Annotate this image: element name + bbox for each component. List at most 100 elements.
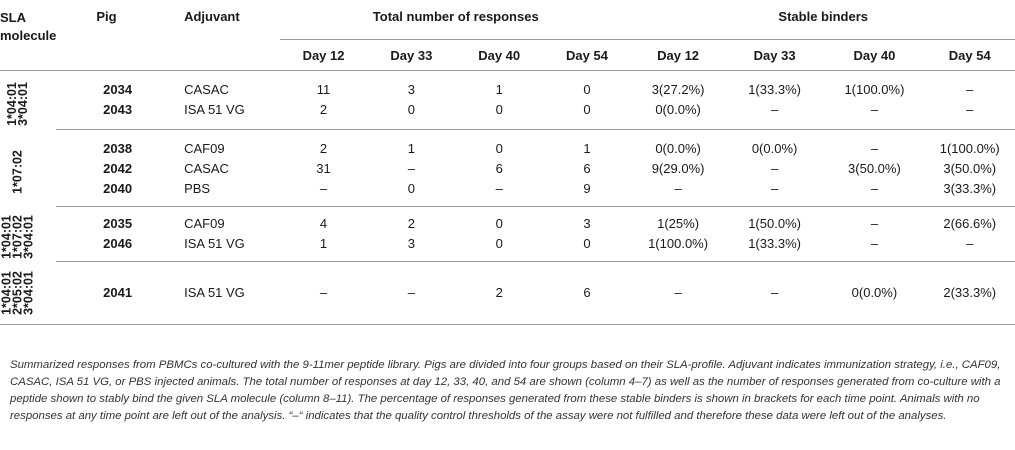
stable-binders-header: Stable binders [631,0,1015,40]
pig-id: 2041 [103,285,133,301]
stable-cell: 1(100.0%) [844,81,905,97]
total-cell: 31 [316,160,331,176]
stable-cell: 1(100.0%) [939,140,1000,156]
total-cell: 0 [407,180,415,196]
total-day-33-header: Day 33 [390,47,433,63]
pig-id: 2035 [103,215,133,231]
table-row: 2040 PBS – 0 – 9 – – – 3(33.3%) [0,178,1015,198]
spacer-row [0,71,1015,80]
stable-cell: – [870,101,879,117]
total-cell: 0 [407,101,415,117]
adjuvant: ISA 51 VG [184,285,245,301]
stable-cell: 0(0.0%) [751,140,798,156]
stable-cell: 0(0.0%) [655,101,701,117]
total-cell: 4 [319,215,328,231]
pig-id: 2038 [103,140,133,156]
group-divider [0,198,1015,207]
stable-cell: – [770,285,779,301]
adjuvant: CAF09 [184,140,225,156]
adjuvant: CAF09 [184,215,225,231]
total-cell: 3 [407,235,415,251]
table-row: 1*04:01 3*04:01 2034 CASAC 11 3 1 0 3(27.… [0,79,1015,127]
adjuvant: ISA 51 VG [184,235,245,251]
total-cell: 0 [495,140,503,156]
total-cell: 11 [316,81,331,97]
stable-cell: 2(33.3%) [943,285,997,301]
sla-label: 1*04:01 2*05:02 3*04:01 [0,270,36,315]
stable-day-33-header: Day 33 [753,47,796,63]
adjuvant: CASAC [184,160,229,176]
total-cell: 6 [583,160,591,176]
sla-group-2: 1*07:02 [0,138,56,207]
stable-cell: – [770,101,779,117]
total-cell: – [319,285,328,301]
table-row: 2043 ISA 51 VG 2 0 0 0 0(0.0%) – – – [0,99,1015,119]
total-cell: 6 [495,160,503,176]
stable-cell: – [870,180,879,196]
sla-group-3: 1*04:01 1*07:02 3*04:01 [0,213,56,262]
header-row-2: Day 12 Day 33 Day 40 Day 54 Day 12 Day 3… [0,40,1015,71]
total-cell: 2 [495,285,503,301]
total-cell: 6 [583,285,591,301]
table-row: 1*07:02 2038 CAF09 2 1 0 1 0(0.0%) 0(0.0… [0,138,1015,195]
stable-cell: 0(0.0%) [655,140,701,156]
total-cell: 9 [583,180,591,196]
stable-cell: 1(25%) [657,215,700,231]
stable-cell: 3(50.0%) [943,160,997,176]
total-cell: 1 [583,140,591,156]
stable-cell: 3(50.0%) [848,160,901,176]
stable-cell: – [870,140,879,156]
results-table: SLA molecule Pig Adjuvant Total number o… [0,0,1015,325]
pig-id: 2034 [103,81,133,97]
sla-header: SLA molecule [0,10,57,43]
stable-cell: 0(0.0%) [851,285,898,301]
total-cell: 0 [583,235,591,251]
table-row: 1*04:01 2*05:02 3*04:01 2041 ISA 51 VG – –… [0,262,1015,324]
total-cell: 2 [319,140,328,156]
total-responses-header: Total number of responses [280,0,632,40]
pig-id: 2040 [103,180,133,196]
total-cell: – [319,180,328,196]
total-cell: 1 [495,81,503,97]
stable-cell: 1(100.0%) [648,235,709,251]
header-row-1: SLA molecule Pig Adjuvant Total number o… [0,0,1015,43]
total-day-40-header: Day 40 [478,47,521,63]
table-bottom-rule [0,323,1015,325]
stable-cell: 1(33.3%) [748,81,801,97]
total-cell: 1 [407,140,415,156]
table-row: 2042 CASAC 31 – 6 6 9(29.0%) – 3(50.0%) … [0,158,1015,178]
sla-group-1: 1*04:01 3*04:01 [0,79,56,130]
total-cell: 0 [495,235,503,251]
total-cell: 1 [319,235,328,251]
table-row: 2046 ISA 51 VG 1 3 0 0 1(100.0%) 1(33.3%… [0,233,1015,253]
stable-cell: – [870,215,879,231]
stable-cell: – [870,235,879,251]
stable-day-40-header: Day 40 [853,47,896,63]
stable-cell: 3(33.3%) [943,180,997,196]
total-day-54-header: Day 54 [566,47,608,63]
group-divider [0,253,1015,262]
pig-header: Pig [96,9,117,24]
adjuvant-header: Adjuvant [184,9,240,24]
total-cell: – [495,180,503,196]
total-cell: – [407,285,415,301]
stable-day-54-header: Day 54 [948,47,991,63]
sla-label: 1*04:01 3*04:01 [5,82,30,127]
sla-label: 1*04:01 1*07:02 3*04:01 [0,215,36,260]
sla-label: 1*07:02 [10,150,25,195]
stable-cell: 2(66.6%) [943,215,997,231]
total-cell: 3 [583,215,591,231]
total-cell: 2 [319,101,328,117]
stable-cell: – [674,285,682,301]
pig-id: 2043 [103,101,133,117]
total-cell: 0 [583,81,591,97]
total-cell: 3 [407,81,415,97]
group-divider [0,119,1015,130]
pig-id: 2042 [103,160,133,176]
stable-cell: – [770,160,779,176]
total-cell: 2 [407,215,415,231]
adjuvant: PBS [184,180,211,196]
stable-cell: 1(33.3%) [748,235,801,251]
stable-cell: 1(50.0%) [748,215,801,231]
